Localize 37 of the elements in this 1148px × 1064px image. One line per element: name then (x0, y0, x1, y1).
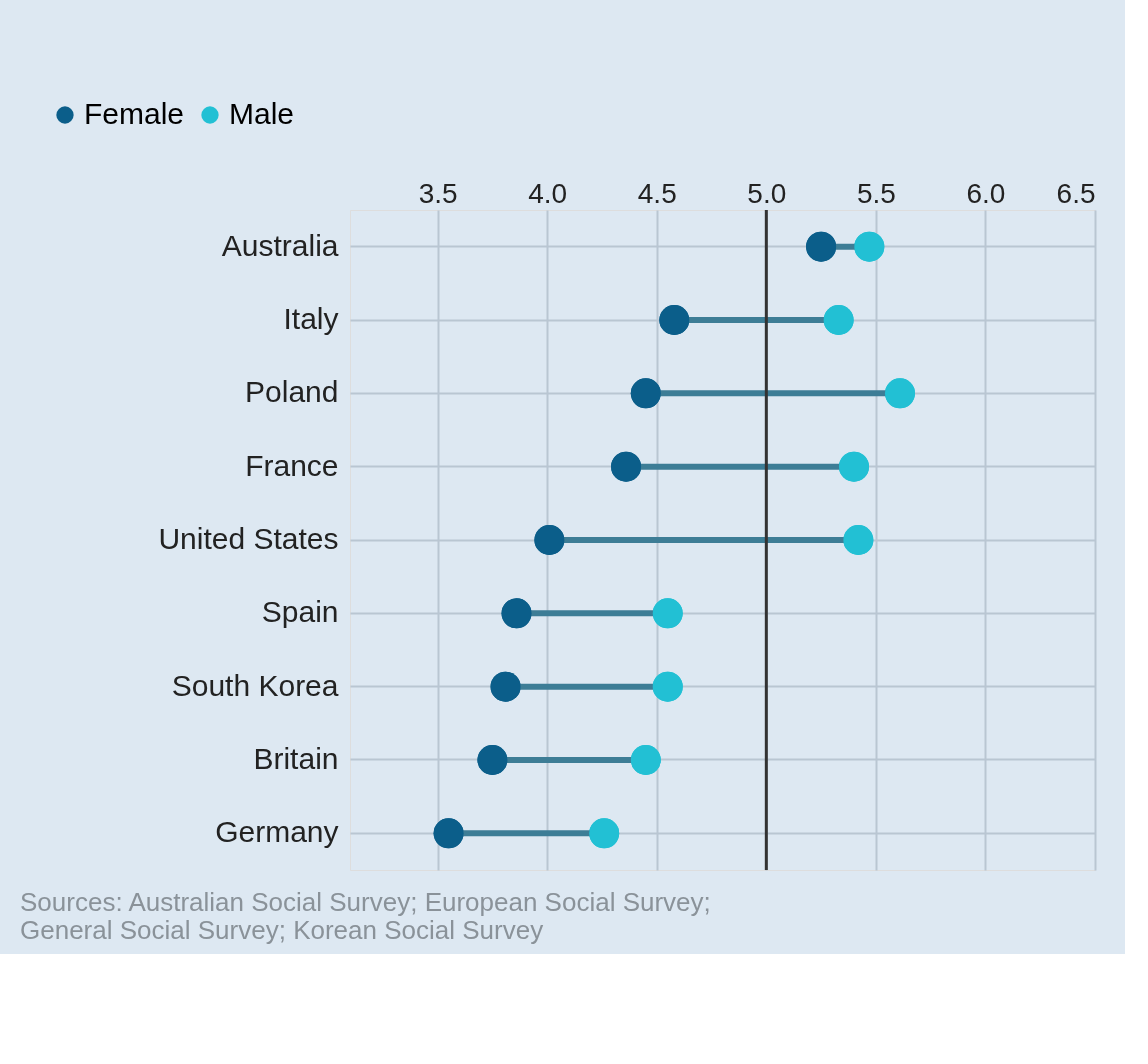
x-tick-label: 3.5 (418, 177, 458, 209)
x-tick-label: 6.5 (1056, 177, 1096, 209)
x-tick-label: 5.5 (856, 177, 896, 209)
point (854, 231, 885, 262)
point (611, 451, 642, 482)
x-tick-label: 6.0 (966, 177, 1006, 209)
point (838, 451, 869, 482)
point (501, 598, 532, 629)
point (477, 745, 508, 775)
y-tick-label: Britain (253, 742, 339, 775)
x-tick-label: 4.0 (528, 177, 568, 209)
y-tick-label: South Korea (171, 668, 339, 702)
y-tick-label: Australia (221, 228, 339, 262)
y-tick-label: Italy (283, 302, 339, 335)
point (433, 818, 464, 849)
point (630, 378, 661, 409)
point (652, 598, 683, 629)
point (884, 378, 915, 409)
y-tick-label: Poland (245, 375, 339, 409)
y-tick-label: United States (158, 522, 339, 555)
y-tick-label: France (245, 448, 339, 482)
point (843, 525, 874, 555)
x-tick-label: 5.0 (747, 177, 787, 209)
legend-label: Male (229, 97, 295, 130)
point (659, 305, 690, 335)
point (534, 525, 565, 555)
point (490, 671, 521, 702)
point (630, 745, 661, 775)
point (823, 305, 854, 335)
point (589, 818, 620, 849)
legend-label: Female (84, 97, 185, 130)
source-note: Sources: Australian Social Survey; European Social Survey; (20, 886, 711, 917)
y-tick-label: Germany (215, 815, 339, 849)
y-tick-label: Spain (261, 595, 339, 629)
point (806, 231, 837, 262)
point (652, 671, 683, 702)
x-tick-label: 4.5 (637, 177, 677, 209)
